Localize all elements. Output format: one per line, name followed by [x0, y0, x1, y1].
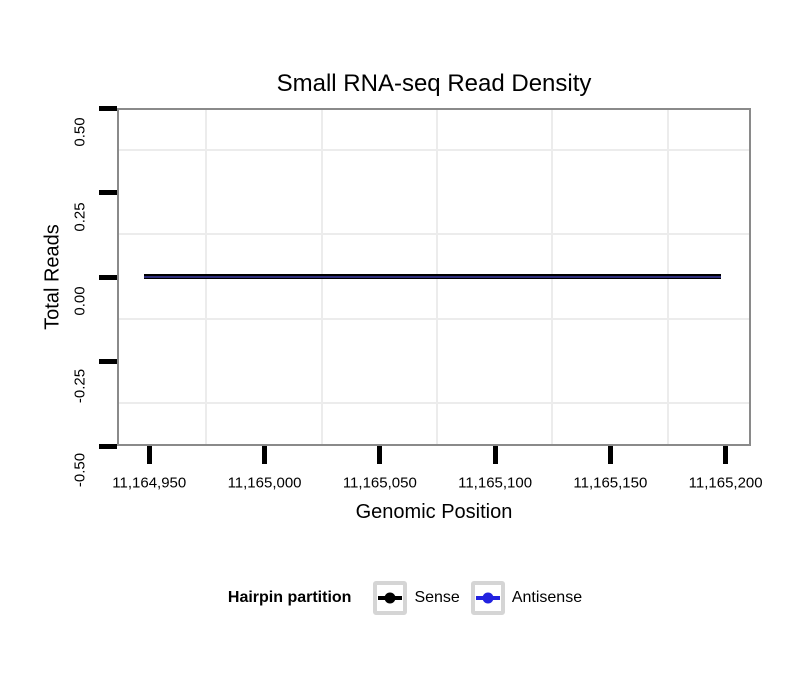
x-tick-label: 11,165,100 — [458, 474, 533, 492]
legend-label-sense: Sense — [414, 589, 460, 606]
x-axis-title: Genomic Position — [355, 501, 513, 523]
plot-panel — [117, 108, 751, 446]
y-tick-mark — [99, 190, 117, 195]
x-tick-mark — [492, 446, 498, 464]
x-tick-mark — [723, 446, 729, 464]
y-tick-mark — [99, 359, 117, 364]
x-tick-mark — [607, 446, 613, 464]
minor-gridline-horizontal — [119, 317, 749, 320]
y-tick-label: 0.25 — [71, 201, 89, 232]
y-axis-title: Total Reads — [41, 224, 64, 330]
legend-key-sense — [373, 581, 408, 615]
y-tick-label: 0.50 — [71, 117, 89, 147]
y-tick-label: 0.00 — [71, 286, 89, 316]
legend: Hairpin partition Sense Antisense — [0, 581, 810, 615]
x-tick-mark — [262, 446, 268, 464]
legend-label-antisense: Antisense — [511, 589, 583, 606]
x-tick-mark — [146, 446, 152, 464]
minor-gridline-horizontal — [119, 402, 749, 405]
y-tick-mark — [99, 274, 117, 280]
y-tick-label: -0.50 — [71, 452, 89, 488]
minor-gridline-horizontal — [119, 233, 749, 236]
x-tick-mark — [377, 446, 383, 464]
chart-title: Small RNA-seq Read Density — [276, 70, 592, 97]
y-tick-mark — [99, 443, 117, 449]
x-tick-label: 11,165,000 — [227, 474, 302, 492]
x-tick-label: 11,165,050 — [342, 474, 417, 492]
antisense-point-icon — [482, 592, 494, 604]
legend-key-antisense — [470, 581, 505, 615]
y-tick-label: -0.25 — [71, 368, 89, 403]
series-line-antisense — [144, 275, 721, 278]
y-tick-mark — [99, 105, 117, 111]
x-tick-label: 11,165,150 — [573, 474, 648, 492]
x-tick-label: 11,165,200 — [688, 474, 763, 492]
legend-title: Hairpin partition — [227, 589, 352, 606]
minor-gridline-horizontal — [119, 148, 749, 151]
x-tick-label: 11,164,950 — [112, 474, 187, 492]
sense-point-icon — [384, 592, 396, 604]
